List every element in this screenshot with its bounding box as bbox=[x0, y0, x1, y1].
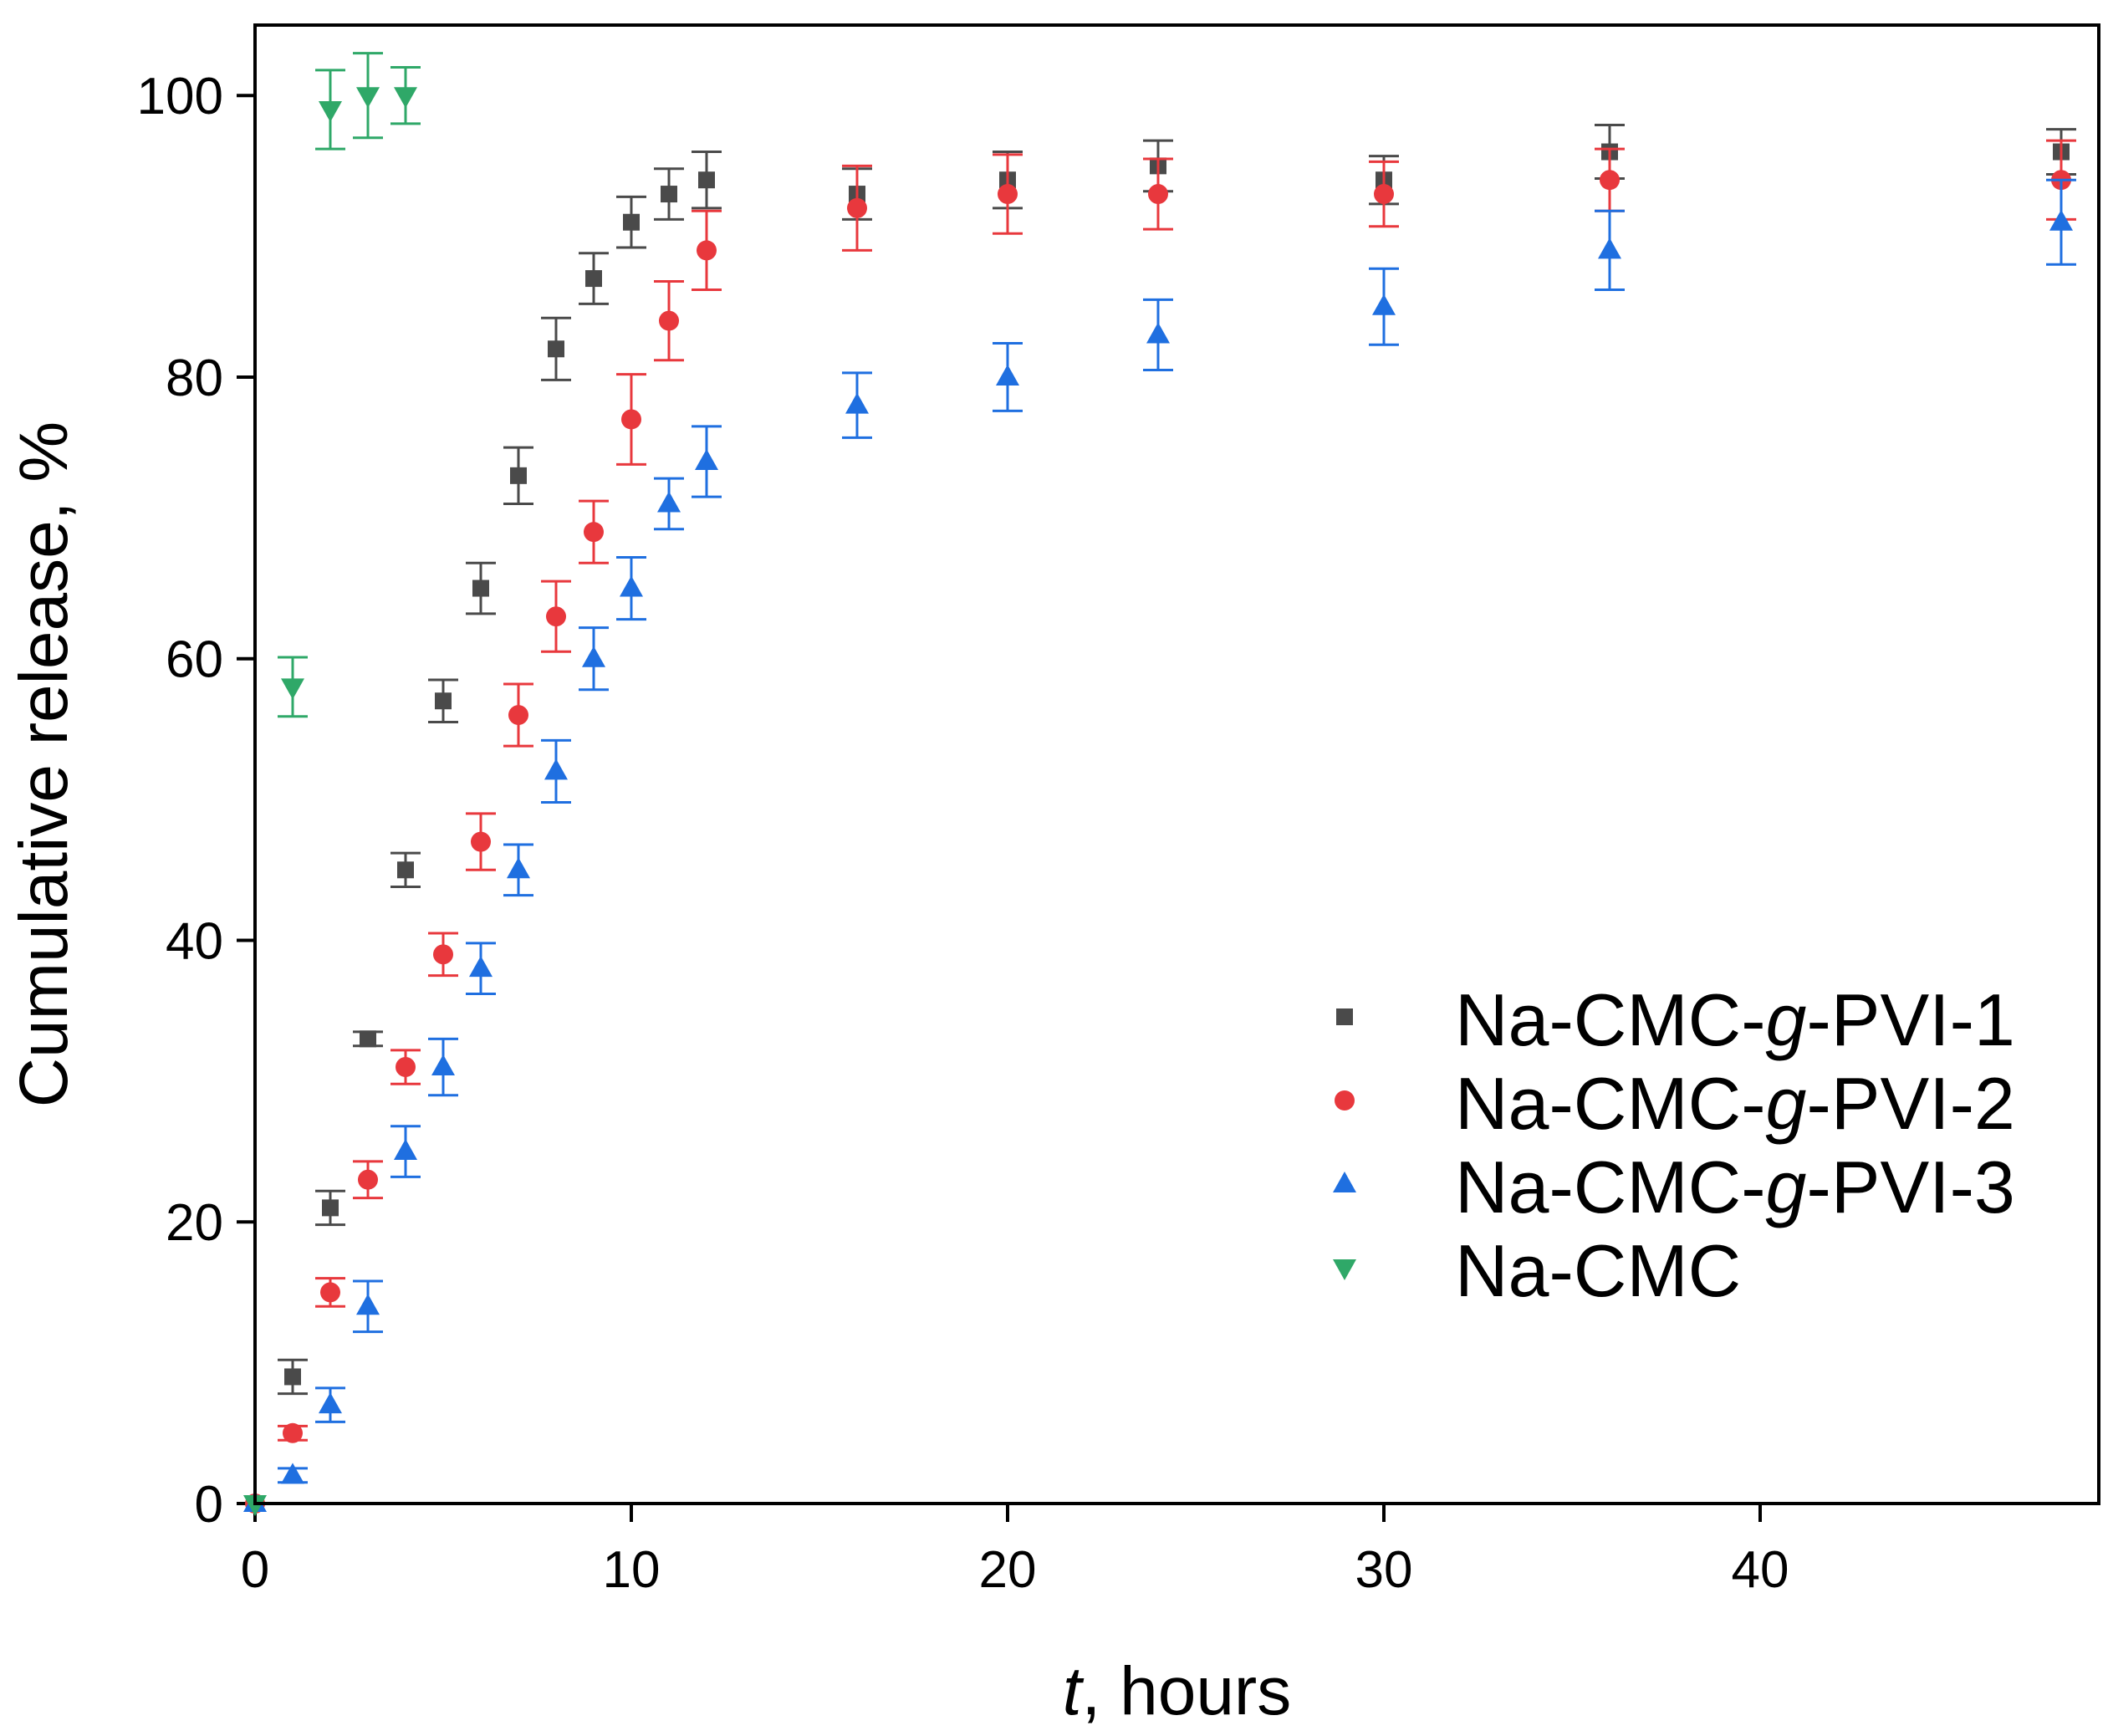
series-circle bbox=[245, 139, 2076, 1514]
data-point bbox=[320, 1282, 340, 1303]
legend-item: Na-CMC-g-PVI-2 bbox=[1335, 1062, 2015, 1145]
data-point bbox=[1598, 237, 1621, 259]
series-triangle-down bbox=[243, 52, 421, 1516]
x-tick-label: 10 bbox=[603, 1541, 661, 1599]
data-point bbox=[582, 646, 605, 667]
data-point bbox=[396, 1057, 416, 1078]
y-tick-label: 20 bbox=[166, 1194, 223, 1252]
x-tick-label: 30 bbox=[1355, 1541, 1413, 1599]
y-tick-label: 40 bbox=[166, 912, 223, 970]
legend-label: Na-CMC-g-PVI-2 bbox=[1455, 1062, 2015, 1145]
data-point bbox=[998, 184, 1018, 205]
data-points-layer bbox=[243, 52, 2076, 1516]
y-tick-label: 60 bbox=[166, 631, 223, 689]
legend-marker-shape bbox=[1333, 1172, 1356, 1192]
data-point bbox=[2049, 209, 2073, 231]
legend-item: Na-CMC-g-PVI-3 bbox=[1333, 1146, 2015, 1228]
data-point bbox=[1600, 170, 1620, 191]
legend-marker-square bbox=[1336, 1008, 1353, 1025]
data-point bbox=[621, 409, 641, 430]
data-point bbox=[358, 1169, 378, 1190]
data-point bbox=[659, 310, 679, 331]
data-point bbox=[394, 1139, 417, 1161]
data-point bbox=[845, 392, 869, 414]
data-point bbox=[697, 240, 717, 261]
data-point bbox=[585, 270, 602, 288]
legend-marker-shape bbox=[1335, 1090, 1355, 1111]
data-point bbox=[356, 87, 380, 109]
legend-label: Na-CMC bbox=[1455, 1229, 1741, 1312]
y-tick-label: 0 bbox=[195, 1476, 223, 1534]
data-point bbox=[435, 692, 452, 710]
data-point bbox=[584, 522, 604, 543]
data-point bbox=[322, 1199, 339, 1217]
x-axis-label: t, hours bbox=[1063, 1653, 1291, 1729]
data-point bbox=[508, 705, 528, 726]
data-point bbox=[281, 1463, 304, 1484]
y-tick-label: 100 bbox=[137, 68, 223, 125]
data-point bbox=[319, 1392, 342, 1414]
legend-label: Na-CMC-g-PVI-3 bbox=[1455, 1146, 2015, 1228]
data-point bbox=[544, 758, 568, 780]
data-point bbox=[1372, 294, 1396, 315]
legend-marker-triangle-down bbox=[1333, 1259, 1356, 1280]
data-point bbox=[657, 491, 681, 513]
data-point bbox=[620, 575, 643, 597]
legend-marker-triangle-up bbox=[1333, 1172, 1356, 1192]
plot-area-frame bbox=[253, 23, 2100, 1505]
data-point bbox=[1148, 184, 1168, 205]
data-point bbox=[469, 956, 493, 978]
legend-label: Na-CMC-g-PVI-1 bbox=[1455, 978, 2015, 1061]
data-point bbox=[281, 678, 304, 700]
data-point bbox=[243, 1495, 267, 1516]
data-point bbox=[283, 1422, 303, 1443]
x-tick-label: 40 bbox=[1732, 1541, 1789, 1599]
legend-marker-circle bbox=[1335, 1090, 1355, 1111]
data-point bbox=[623, 213, 640, 231]
y-axis-label: Cumulative release, % bbox=[6, 421, 82, 1107]
x-axis-label-italic: t bbox=[1063, 1653, 1085, 1729]
legend: Na-CMC-g-PVI-1 Na-CMC-g-PVI-2 Na-CMC-g-P… bbox=[1333, 978, 2015, 1312]
data-point bbox=[548, 340, 564, 358]
legend-marker-shape bbox=[1333, 1259, 1356, 1280]
x-axis-label-rest: , hours bbox=[1082, 1653, 1292, 1729]
series-triangle-up bbox=[243, 178, 2076, 1512]
data-point bbox=[507, 857, 530, 879]
tick-layer: 0 10 20 30 40 0 20 40 60 80 100 bbox=[137, 68, 1789, 1599]
data-point bbox=[695, 448, 718, 470]
legend-marker-shape bbox=[1336, 1008, 1353, 1025]
data-point bbox=[471, 831, 491, 852]
x-tick-label: 0 bbox=[241, 1541, 269, 1599]
data-point bbox=[546, 606, 566, 627]
data-point bbox=[360, 1030, 376, 1048]
data-point bbox=[431, 1054, 455, 1076]
legend-item: Na-CMC bbox=[1333, 1229, 1741, 1312]
data-point bbox=[356, 1294, 380, 1315]
data-point bbox=[433, 944, 453, 965]
data-point bbox=[510, 467, 527, 484]
data-point bbox=[1374, 184, 1394, 205]
data-point bbox=[397, 861, 414, 879]
data-point bbox=[996, 364, 1019, 385]
legend-item: Na-CMC-g-PVI-1 bbox=[1336, 978, 2015, 1061]
y-tick-label: 80 bbox=[166, 350, 223, 407]
data-point bbox=[847, 197, 867, 218]
data-point bbox=[698, 171, 715, 189]
data-point bbox=[661, 186, 677, 203]
data-point bbox=[284, 1368, 301, 1386]
data-point bbox=[394, 87, 417, 109]
data-point bbox=[319, 101, 342, 123]
data-point bbox=[1146, 322, 1170, 344]
x-tick-label: 20 bbox=[979, 1541, 1037, 1599]
data-point bbox=[472, 580, 489, 597]
